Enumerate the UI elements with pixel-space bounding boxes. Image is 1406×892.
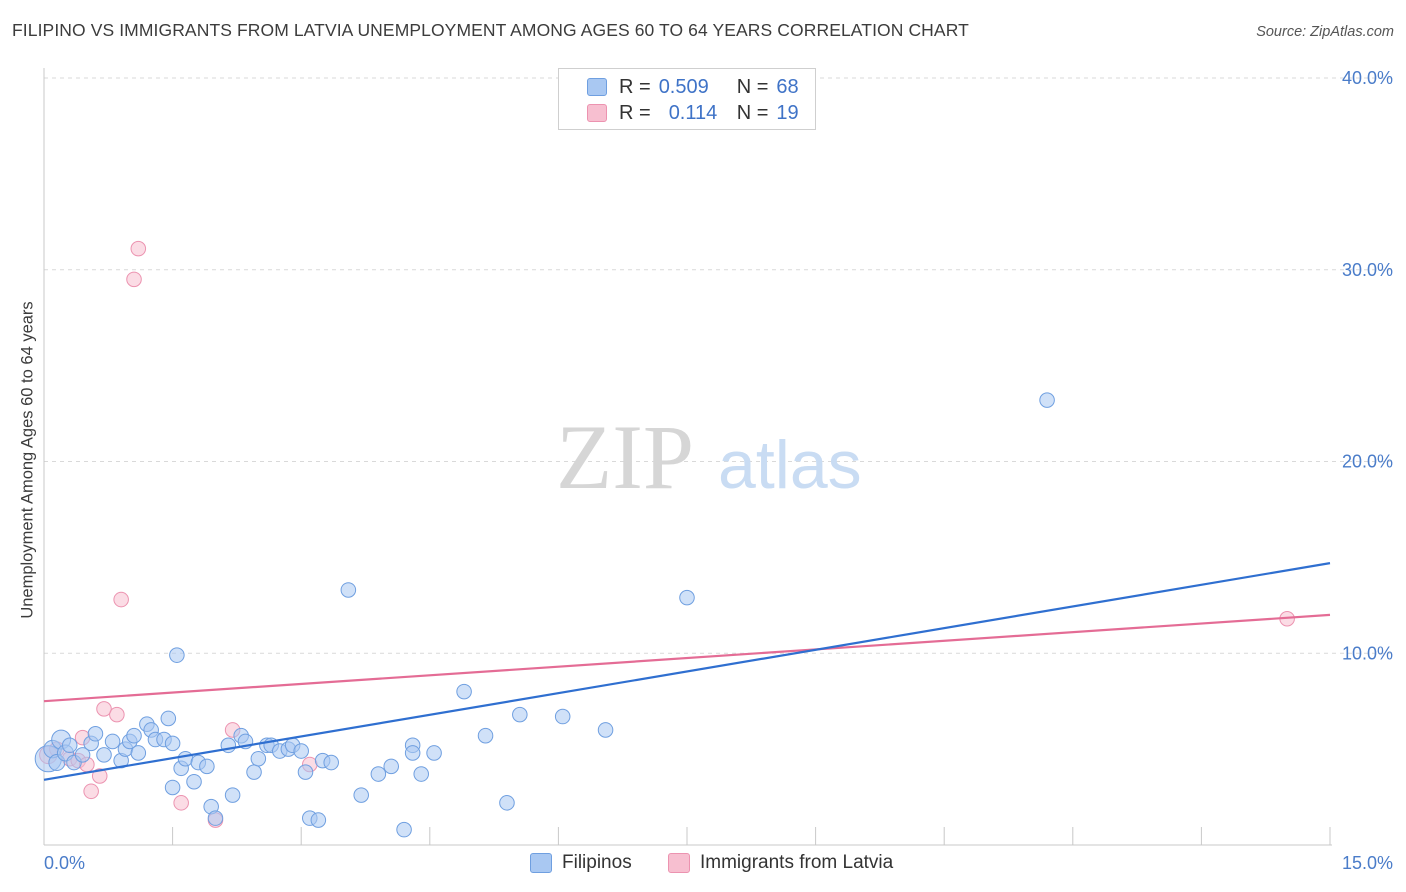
data-point-latvia (96, 701, 112, 717)
y-tick-labels: 10.0% 20.0% 30.0% 40.0% (1342, 68, 1393, 663)
data-point-filipinos (323, 754, 339, 771)
data-point-filipinos (597, 722, 614, 738)
legend-row-latvia: R = 0.114 N = 19 (587, 100, 799, 126)
data-point-filipinos (512, 706, 528, 723)
legend-r-label: R = (619, 101, 651, 124)
data-point-filipinos (340, 582, 357, 598)
legend-swatch-latvia (587, 104, 607, 122)
legend-row-filipinos: R = 0.509 N = 68 (587, 74, 799, 100)
data-point-filipinos (413, 766, 429, 782)
data-point-filipinos (250, 750, 267, 767)
grid-lines (44, 77, 1392, 845)
legend-label-filipinos: Filipinos (562, 852, 632, 873)
trend-lines (43, 562, 1331, 781)
watermark: ZIP atlas (556, 406, 862, 508)
data-point-filipinos (224, 787, 241, 803)
watermark-atlas: atlas (718, 427, 862, 503)
y-tick-label: 10.0% (1342, 643, 1393, 663)
legend-swatch-latvia (668, 853, 690, 873)
data-point-filipinos (177, 750, 194, 767)
data-point-filipinos (383, 758, 399, 775)
data-point-filipinos (207, 810, 224, 826)
data-point-filipinos (160, 710, 177, 727)
chart-title: FILIPINO VS IMMIGRANTS FROM LATVIA UNEMP… (12, 20, 969, 40)
data-point-latvia (130, 240, 147, 257)
legend-item-filipinos[interactable]: Filipinos (530, 852, 632, 874)
source-label: Source: ZipAtlas.com (1256, 24, 1394, 40)
legend-r-value-filipinos: 0.509 (658, 75, 709, 98)
data-point-filipinos (404, 745, 421, 761)
legend-r-label: R = (619, 75, 651, 98)
data-point-filipinos (246, 764, 262, 780)
legend-n-value-filipinos: 68 (776, 75, 799, 98)
data-point-filipinos (164, 735, 181, 752)
legend-item-latvia[interactable]: Immigrants from Latvia (668, 852, 893, 874)
legend-n-value-latvia: 19 (776, 101, 799, 124)
data-point-filipinos (87, 726, 104, 742)
x-tick-label-min: 0.0% (44, 853, 85, 873)
data-point-filipinos (426, 745, 442, 761)
data-point-filipinos (477, 727, 494, 744)
legend-label-latvia: Immigrants from Latvia (700, 852, 894, 873)
legend-n-label: N = (736, 75, 769, 98)
legend-swatch-filipinos (587, 78, 607, 96)
data-point-latvia (173, 795, 189, 811)
data-point-filipinos (353, 787, 369, 803)
legend-swatch-filipinos (530, 853, 552, 873)
data-point-filipinos (104, 733, 121, 750)
data-point-filipinos (126, 727, 142, 744)
data-point-filipinos (96, 747, 112, 763)
data-point-latvia (91, 768, 108, 784)
filipinos-points (34, 392, 1055, 838)
data-point-filipinos (499, 795, 515, 811)
data-point-filipinos (370, 766, 387, 782)
data-point-filipinos (74, 747, 91, 763)
axes (43, 68, 1332, 846)
x-tick-label-max: 15.0% (1342, 853, 1393, 873)
data-point-filipinos (61, 737, 78, 754)
data-point-filipinos (130, 745, 147, 761)
data-point-filipinos (396, 821, 412, 838)
data-point-filipinos (186, 773, 202, 790)
data-point-latvia (109, 706, 125, 723)
data-point-latvia (83, 783, 99, 800)
legend-r-value-latvia: 0.114 (668, 101, 718, 124)
correlation-legend: R = 0.509 N = 68 R = 0.114 N = 19 (558, 68, 816, 130)
data-point-filipinos (199, 758, 215, 775)
data-point-filipinos (297, 764, 314, 780)
trend-line-latvia (43, 613, 1331, 703)
legend-n-label: N = (736, 101, 769, 124)
data-point-filipinos (554, 708, 571, 725)
data-point-latvia (113, 591, 129, 608)
data-point-filipinos (456, 683, 472, 700)
data-point-filipinos (164, 779, 181, 796)
data-point-filipinos (1039, 392, 1055, 408)
trend-line-filipinos (43, 562, 1331, 781)
y-tick-label: 40.0% (1342, 68, 1393, 88)
data-point-latvia (126, 271, 142, 288)
x-tick-labels: 0.0% 15.0% (44, 853, 1393, 873)
series-legend: Filipinos Immigrants from Latvia (0, 852, 1406, 878)
data-point-filipinos (679, 589, 695, 606)
y-tick-label: 20.0% (1342, 452, 1393, 472)
y-tick-label: 30.0% (1342, 260, 1393, 280)
data-point-filipinos (310, 812, 327, 828)
data-point-filipinos (169, 647, 185, 663)
data-point-filipinos (293, 743, 309, 759)
watermark-zip: ZIP (556, 406, 694, 508)
